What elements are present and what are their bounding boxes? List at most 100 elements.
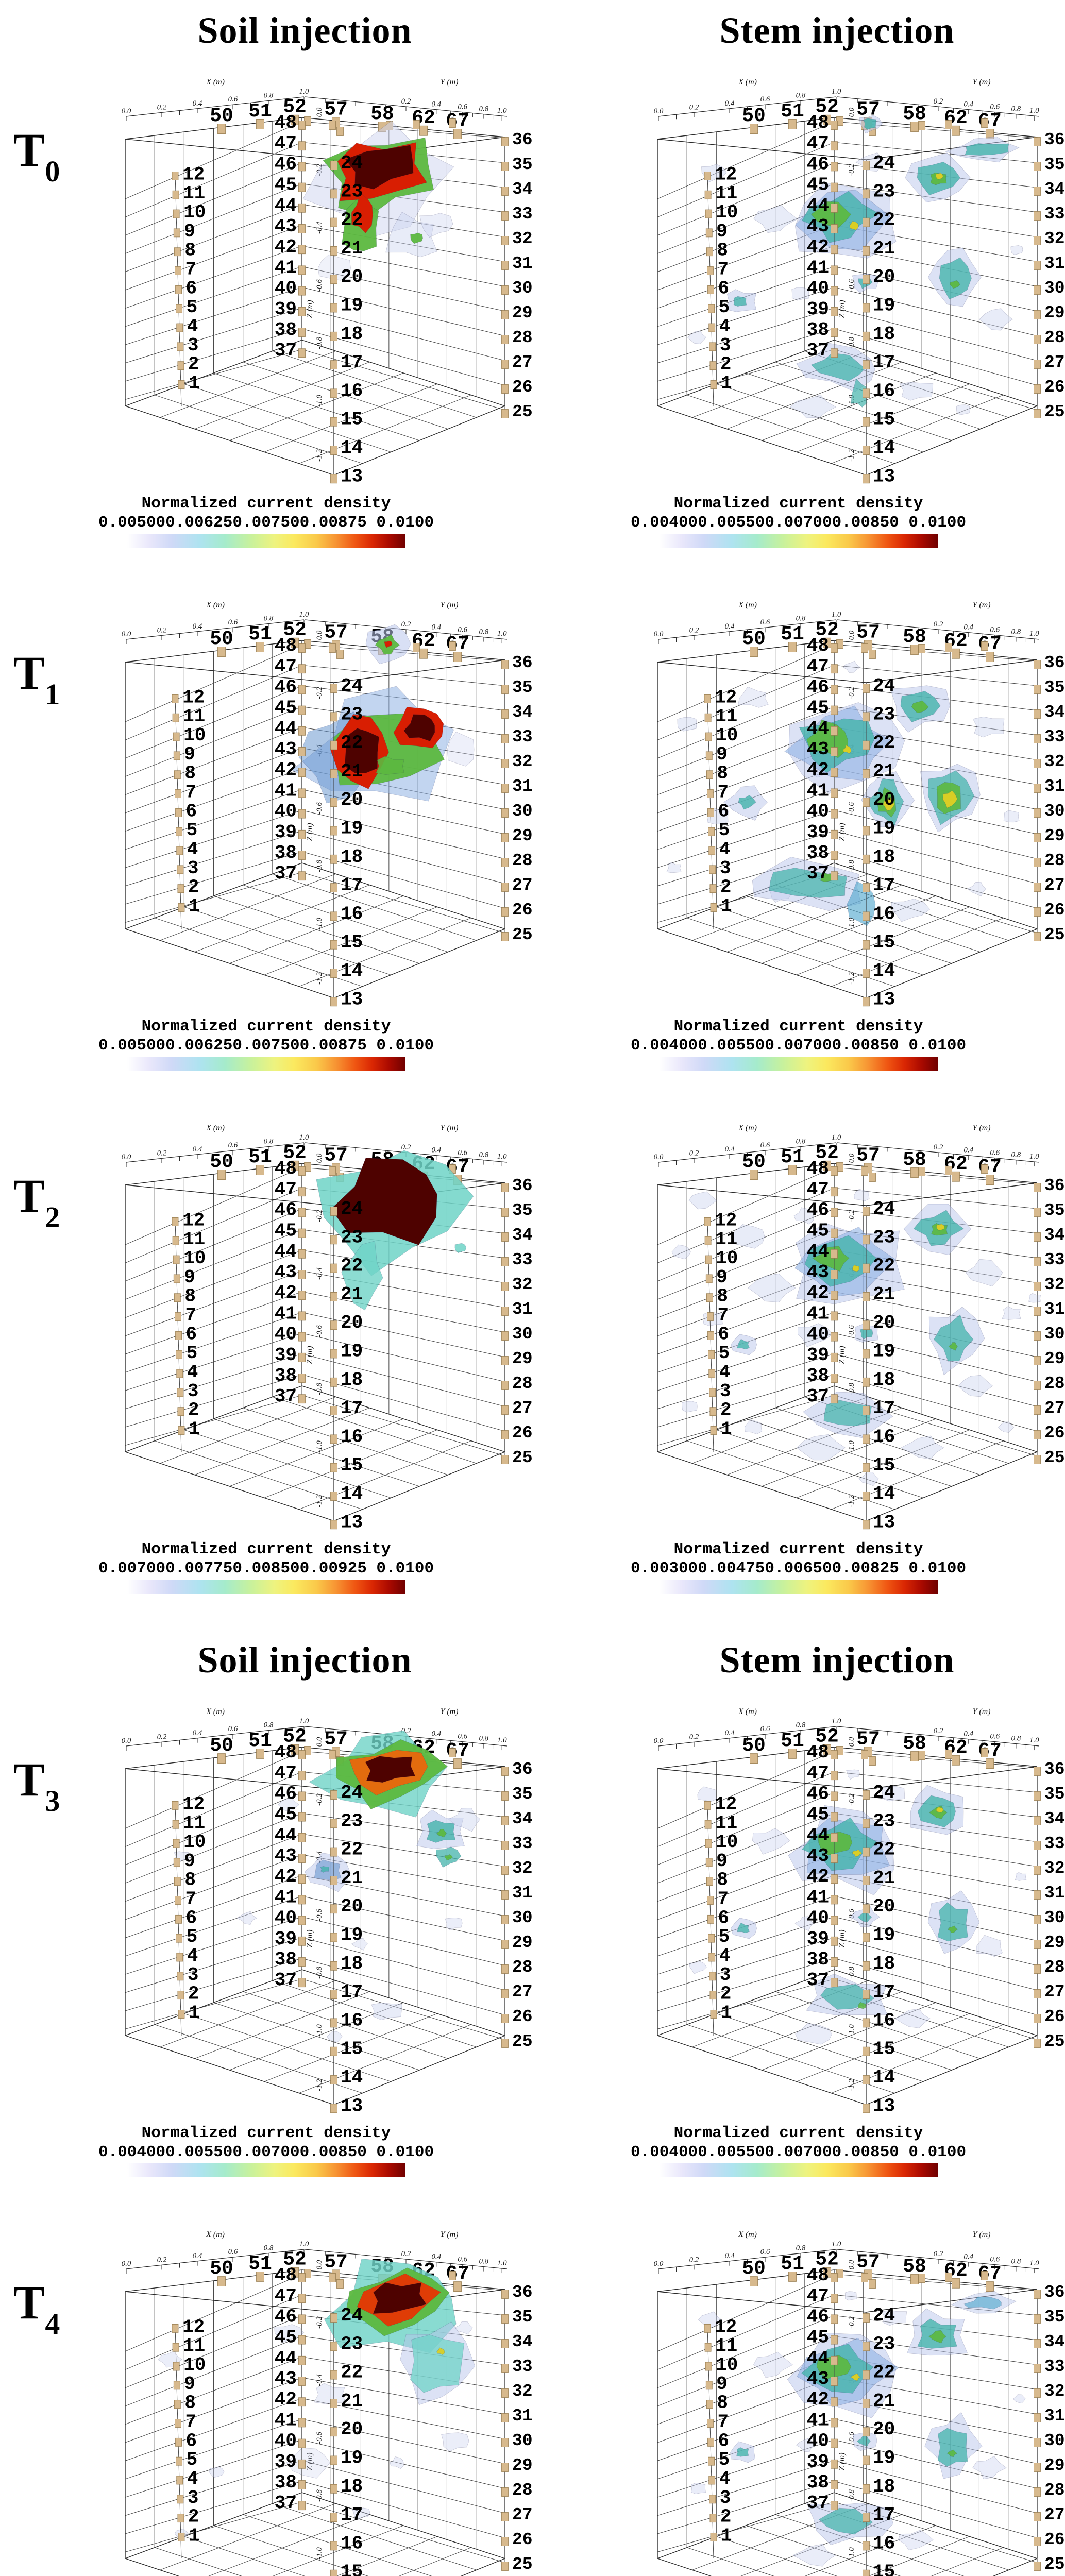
svg-text:X (m): X (m): [206, 2230, 225, 2239]
svg-text:27: 27: [1044, 876, 1064, 895]
svg-text:18: 18: [873, 2476, 895, 2497]
svg-text:2: 2: [720, 354, 732, 375]
svg-text:1: 1: [189, 2525, 200, 2546]
svg-text:13: 13: [873, 1512, 895, 1533]
svg-text:30: 30: [512, 1908, 532, 1927]
svg-text:X (m): X (m): [738, 601, 757, 609]
svg-text:23: 23: [873, 1227, 895, 1248]
svg-text:48: 48: [807, 635, 829, 656]
svg-text:47: 47: [275, 133, 297, 154]
svg-text:0.2: 0.2: [157, 1733, 167, 1741]
svg-text:40: 40: [275, 1908, 297, 1929]
svg-text:48: 48: [275, 635, 297, 656]
svg-text:16: 16: [873, 903, 895, 924]
svg-text:4: 4: [719, 2468, 731, 2489]
svg-text:52: 52: [815, 96, 839, 118]
svg-text:36: 36: [512, 1760, 532, 1779]
svg-text:34: 34: [1044, 1809, 1064, 1828]
svg-text:0.6: 0.6: [458, 626, 467, 634]
svg-text:Z (m): Z (m): [838, 1929, 847, 1947]
svg-text:11: 11: [715, 1812, 737, 1834]
colorbar-stem-t2: Normalized current density 0.003000.00475…: [532, 1540, 1064, 1598]
svg-text:16: 16: [341, 2010, 363, 2031]
svg-text:22: 22: [873, 1256, 895, 1277]
colorbar-title: Normalized current density: [141, 2124, 391, 2142]
svg-text:15: 15: [341, 1455, 363, 1476]
svg-text:50: 50: [742, 1151, 766, 1173]
svg-text:2: 2: [720, 877, 732, 898]
svg-text:-0.2: -0.2: [315, 687, 324, 699]
svg-text:20: 20: [873, 789, 895, 810]
svg-text:0.4: 0.4: [725, 1145, 735, 1154]
svg-text:42: 42: [807, 1282, 829, 1303]
svg-text:35: 35: [1044, 2308, 1064, 2327]
svg-text:6: 6: [718, 1324, 730, 1345]
svg-text:0.4: 0.4: [431, 623, 441, 632]
svg-text:X (m): X (m): [206, 1707, 225, 1716]
svg-text:34: 34: [1044, 2332, 1064, 2351]
svg-text:0.4: 0.4: [725, 2252, 735, 2260]
svg-text:-0.4: -0.4: [315, 1267, 324, 1280]
svg-text:1.0: 1.0: [1029, 630, 1039, 638]
svg-text:32: 32: [1044, 1275, 1064, 1294]
svg-text:32: 32: [1044, 229, 1064, 248]
svg-text:17: 17: [873, 1398, 895, 1419]
svg-text:3: 3: [188, 858, 199, 879]
svg-text:0.0: 0.0: [654, 630, 664, 638]
svg-text:10: 10: [716, 2354, 738, 2376]
svg-text:25: 25: [512, 925, 532, 944]
svg-text:37: 37: [807, 863, 829, 884]
svg-text:50: 50: [210, 2258, 233, 2280]
svg-text:41: 41: [807, 780, 829, 801]
colorbar-stem-t1: Normalized current density 0.004000.00550…: [532, 1018, 1064, 1075]
colorbar-title: Normalized current density: [673, 2124, 923, 2142]
svg-text:6: 6: [186, 278, 197, 299]
svg-text:7: 7: [717, 1889, 729, 1910]
svg-text:43: 43: [807, 739, 829, 760]
svg-text:27: 27: [1044, 1399, 1064, 1418]
svg-text:29: 29: [1044, 826, 1064, 845]
electrode-strings: 1211109876543214847464544434241403938372…: [172, 1742, 532, 2116]
svg-text:17: 17: [873, 1981, 895, 2003]
svg-text:Y (m): Y (m): [440, 1124, 458, 1132]
svg-text:2: 2: [720, 1984, 732, 2005]
svg-text:34: 34: [1044, 703, 1064, 722]
svg-text:Y (m): Y (m): [972, 1124, 990, 1132]
svg-text:1: 1: [189, 1418, 200, 1439]
svg-text:5: 5: [719, 820, 730, 841]
svg-text:51: 51: [781, 100, 804, 123]
svg-text:35: 35: [1044, 1785, 1064, 1804]
svg-text:22: 22: [873, 1839, 895, 1860]
svg-text:31: 31: [1044, 2406, 1064, 2426]
svg-text:45: 45: [275, 2327, 297, 2348]
electrode-strings: 1211109876543214847464544434241403938372…: [704, 112, 1064, 487]
svg-text:15: 15: [873, 2039, 895, 2060]
svg-text:-0.8: -0.8: [848, 337, 856, 349]
svg-text:40: 40: [807, 801, 829, 822]
svg-text:0.4: 0.4: [431, 2253, 441, 2261]
svg-text:-0.4: -0.4: [315, 222, 324, 234]
svg-text:39: 39: [275, 1928, 297, 1950]
colorbar-title: Normalized current density: [141, 1018, 391, 1036]
svg-text:0.4: 0.4: [193, 1729, 202, 1737]
svg-text:1: 1: [721, 2525, 732, 2546]
svg-text:18: 18: [873, 324, 895, 345]
svg-text:39: 39: [807, 822, 829, 843]
svg-text:33: 33: [512, 1834, 532, 1853]
svg-text:21: 21: [341, 1284, 363, 1305]
svg-text:-0.2: -0.2: [315, 2316, 324, 2329]
svg-text:33: 33: [1044, 1250, 1064, 1269]
svg-text:0.2: 0.2: [157, 2256, 167, 2264]
svg-text:31: 31: [512, 1300, 532, 1319]
svg-text:37: 37: [275, 340, 297, 361]
svg-text:43: 43: [275, 1262, 297, 1283]
svg-text:52: 52: [815, 1142, 839, 1164]
svg-text:-0.8: -0.8: [848, 1383, 856, 1395]
panel-t2-soil: 0.0 0.2 0.4 0.6 0.8 1.0 X (m) 0.2 0.4 0.6 0.8 1.0 Y …: [0, 1118, 532, 1598]
svg-text:26: 26: [1044, 901, 1064, 920]
svg-text:40: 40: [275, 2431, 297, 2452]
row-label-t3: T3: [13, 1752, 60, 1816]
svg-text:19: 19: [341, 2448, 363, 2469]
svg-text:22: 22: [873, 733, 895, 754]
svg-text:5: 5: [187, 1343, 198, 1364]
